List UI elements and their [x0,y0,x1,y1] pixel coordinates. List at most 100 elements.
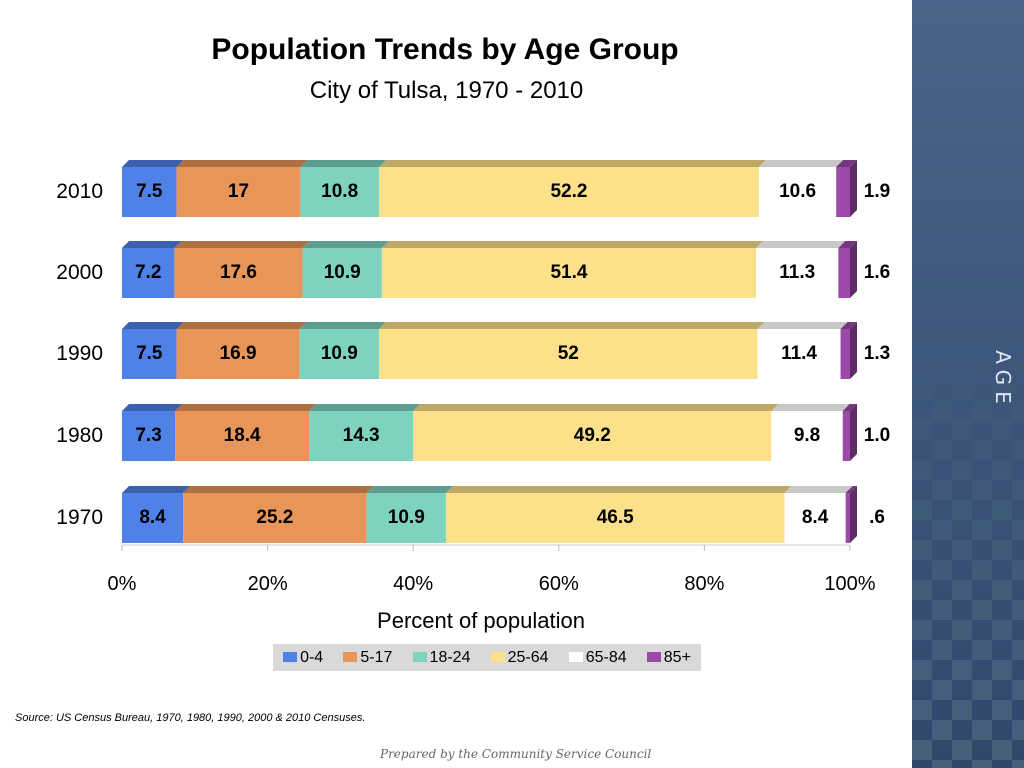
bar-segment-85+ [840,329,850,379]
data-label: 49.2 [574,425,611,446]
bar-segment-0-4 [122,167,177,217]
bar-top-85+ [845,486,857,493]
bar-segment-5-17 [174,248,303,298]
bar-segment-18-24 [300,167,379,217]
legend-label: 85+ [663,648,691,666]
bar-segment-65-84 [757,329,841,379]
legend-item: 65-84 [568,648,627,667]
bar-segment-0-4 [122,493,184,543]
bar-top-0-4 [122,241,182,248]
data-label: 1.0 [864,425,890,446]
bar-top-65-84 [771,404,850,411]
data-label: 10.9 [388,507,425,528]
bar-top-25-64 [378,160,766,167]
data-label: 1.6 [864,262,890,283]
bar-segment-25-64 [413,411,772,461]
footer-credit: Prepared by the Community Service Counci… [380,747,652,761]
bar-top-18-24 [302,241,389,248]
category-label: 1980 [56,424,103,447]
x-tick-label: 60% [539,573,579,595]
legend-label: 65-84 [585,648,627,666]
bar-segment-65-84 [784,493,846,543]
bar-top-5-17 [174,241,310,248]
legend-label: 5-17 [360,648,393,666]
data-label: 1.9 [864,181,890,202]
bar-top-85+ [836,160,857,167]
bar-top-65-84 [759,160,844,167]
legend-label: 25-64 [507,648,549,666]
data-label: 9.8 [794,425,820,446]
bar-segment-85+ [842,411,850,461]
data-label: 46.5 [597,507,634,528]
legend-item: 5-17 [343,649,392,667]
bar-top-85+ [838,241,857,248]
bar-segment-85+ [845,493,850,543]
bar-segment-18-24 [309,411,414,461]
bar-top-5-17 [176,322,307,329]
chart-title: Population Trends by Age Group [211,33,679,66]
legend-item: 85+ [646,648,691,667]
bar-side [850,404,857,461]
bar-segment-65-84 [759,167,837,217]
bar-top-5-17 [176,160,308,167]
bar-top-25-64 [381,241,764,248]
bar-segment-18-24 [366,493,446,543]
bar-top-0-4 [122,322,184,329]
bar-segment-18-24 [302,248,382,298]
bar-top-25-64 [445,486,792,493]
bar-top-65-84 [784,486,853,493]
legend-item: 0-4 [283,649,323,667]
category-label: 1970 [56,506,103,529]
bar-top-0-4 [122,486,191,493]
data-label: 18.4 [224,425,261,446]
data-label: 7.3 [135,425,161,446]
bar-segment-85+ [838,248,850,298]
category-label: 1990 [56,342,103,365]
bar-top-18-24 [309,404,421,411]
data-label: 16.9 [220,343,257,364]
data-label: 52.2 [550,181,587,202]
data-label: 17.6 [220,262,257,283]
bar-top-85+ [842,404,857,411]
data-label: 7.5 [136,181,163,202]
x-tick-label: 20% [248,573,288,595]
bar-side [850,241,857,298]
bar-top-65-84 [756,241,846,248]
bar-side [850,486,857,543]
data-label: 52 [558,343,579,364]
x-tick-label: 100% [824,573,875,595]
bar-segment-5-17 [176,329,300,379]
side-label: AGE [991,350,1015,410]
data-label: 51.4 [550,262,587,283]
legend-label: 0-4 [300,648,324,666]
data-label: 7.5 [136,343,163,364]
legend-item: 18-24 [412,649,470,667]
x-tick-label: 0% [108,573,137,595]
bar-segment-5-17 [175,411,310,461]
data-label: 25.2 [256,507,293,528]
bar-top-25-64 [413,404,779,411]
data-label: 14.3 [343,425,380,446]
bar-top-18-24 [299,322,386,329]
bar-top-18-24 [366,486,453,493]
data-label: 11.3 [779,262,815,283]
bar-side [850,160,857,217]
bar-segment-25-64 [445,493,785,543]
data-label: 8.4 [139,507,166,528]
bar-segment-25-64 [381,248,757,298]
bar-segment-25-64 [378,167,759,217]
data-label: 8.4 [802,507,829,528]
chart-plot: 0% 20% 40% 60% 80% 100% Percent of population 2… [56,160,890,633]
chart-subtitle: City of Tulsa, 1970 - 2010 [309,77,584,104]
data-label: 10.9 [321,343,358,364]
bar-segment-65-84 [771,411,843,461]
bar-segment-5-17 [183,493,367,543]
category-label: 2000 [56,261,103,284]
bar-side [850,322,857,379]
bar-segment-85+ [836,167,850,217]
bar-segment-5-17 [176,167,301,217]
legend-swatch [283,651,298,662]
data-label: 10.9 [324,262,361,283]
legend-item: 25-64 [490,648,549,667]
data-label: 1.3 [864,343,890,364]
